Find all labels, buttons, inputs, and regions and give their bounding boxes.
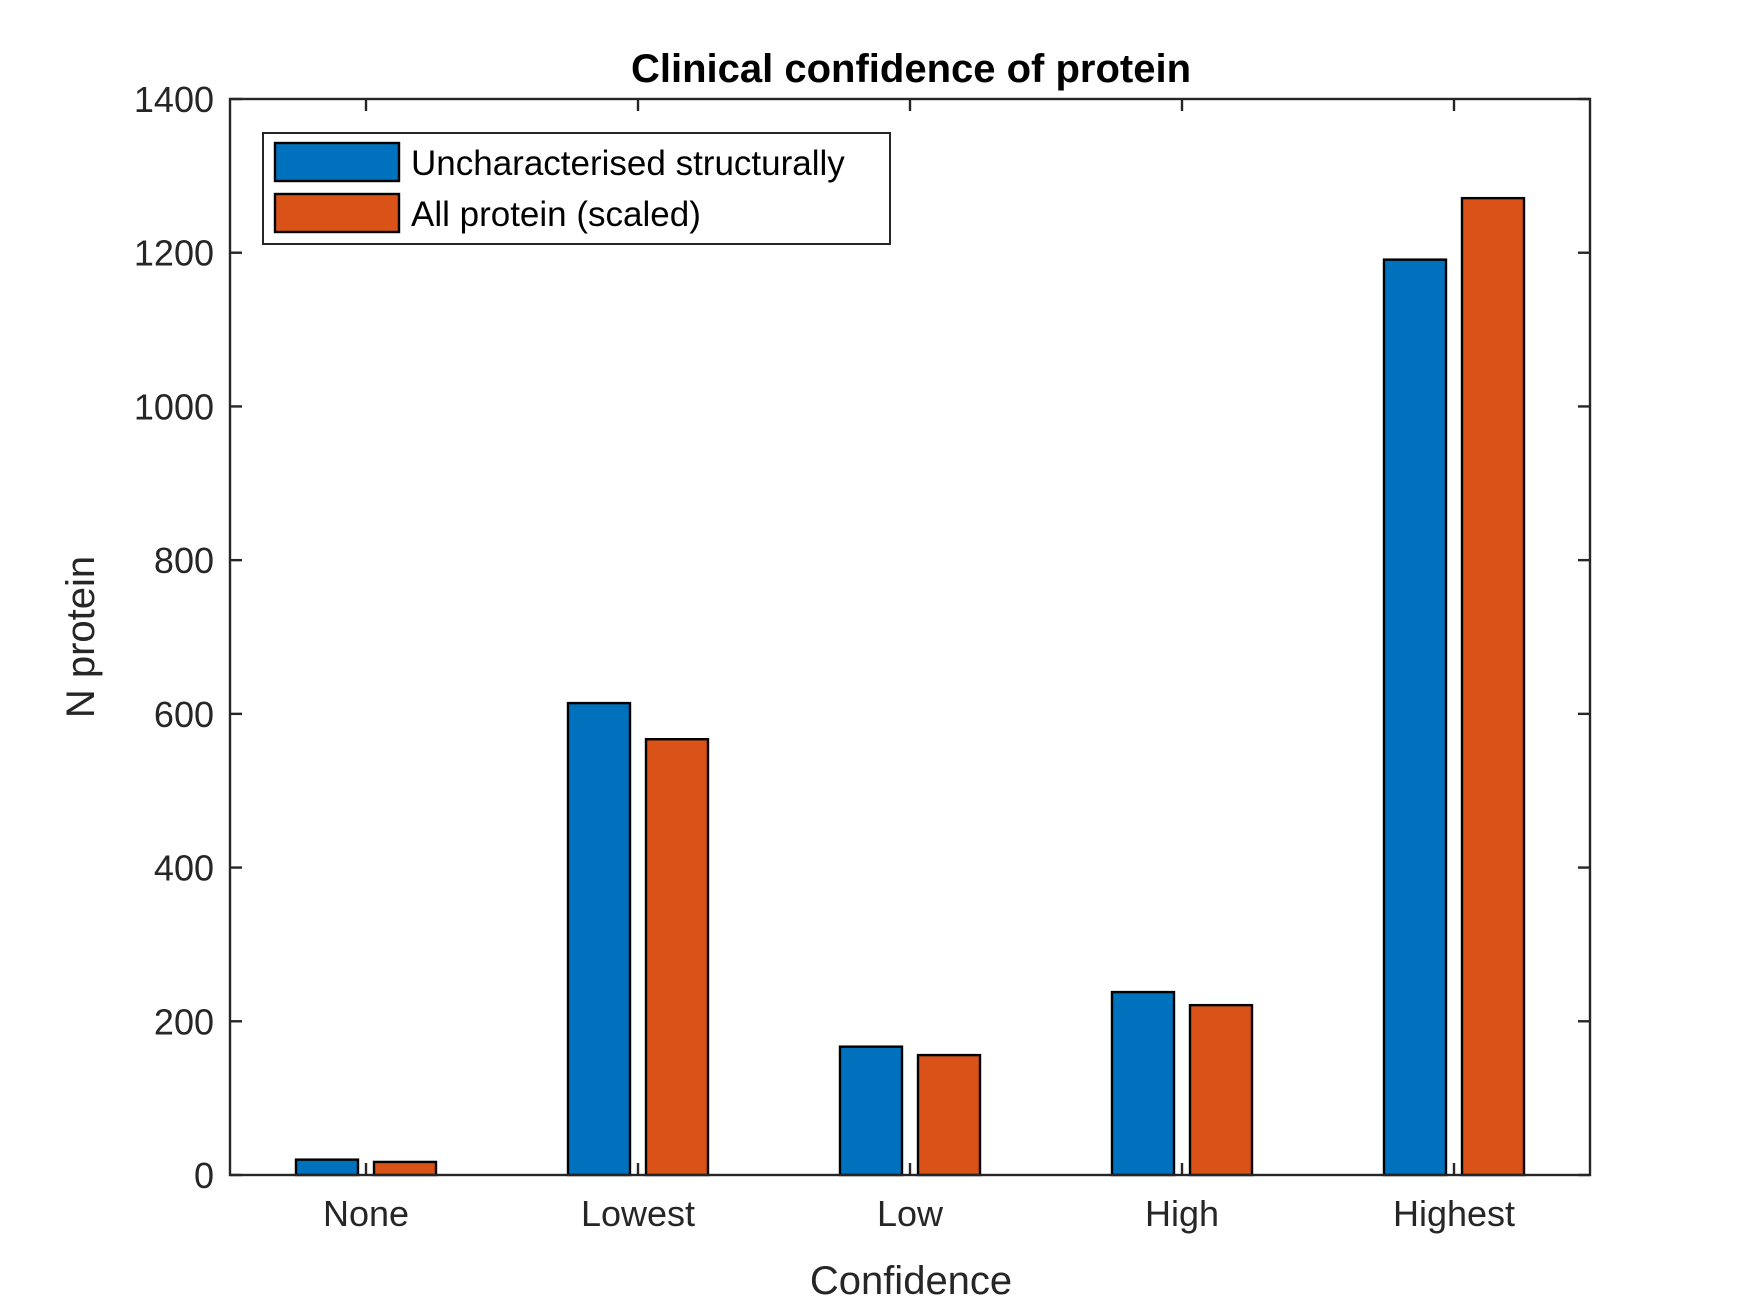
y-tick-label: 1000 bbox=[134, 386, 214, 427]
y-tick-label: 1400 bbox=[134, 79, 214, 120]
x-tick-label: Low bbox=[877, 1193, 944, 1234]
legend: Uncharacterised structurally All protein… bbox=[262, 132, 891, 245]
x-tick-label: Highest bbox=[1393, 1193, 1515, 1234]
bar-uncharacterised-lowest bbox=[566, 701, 632, 1177]
y-axis-label: N protein bbox=[59, 556, 103, 718]
y-tick-label: 0 bbox=[194, 1155, 214, 1196]
legend-swatch-all-protein bbox=[273, 192, 401, 234]
bar-all-protein-low bbox=[916, 1053, 982, 1177]
legend-swatch-uncharacterised bbox=[273, 141, 401, 183]
bar-uncharacterised-low bbox=[838, 1045, 904, 1177]
bar-all-protein-lowest bbox=[644, 738, 710, 1177]
x-axis-label: Confidence bbox=[810, 1259, 1012, 1303]
x-tick-label: High bbox=[1145, 1193, 1219, 1234]
bar-all-protein-highest bbox=[1460, 196, 1526, 1177]
y-tick-label: 800 bbox=[154, 540, 214, 581]
bar-all-protein-high bbox=[1188, 1003, 1254, 1177]
y-tick-label: 200 bbox=[154, 1001, 214, 1042]
bar-uncharacterised-high bbox=[1110, 990, 1176, 1177]
x-tick-label: None bbox=[323, 1193, 409, 1234]
bar-uncharacterised-none bbox=[294, 1158, 360, 1177]
y-tick-label: 600 bbox=[154, 694, 214, 735]
bar-uncharacterised-highest bbox=[1382, 258, 1448, 1177]
bar-all-protein-none bbox=[372, 1160, 438, 1177]
y-tick-label: 1200 bbox=[134, 233, 214, 274]
x-tick-label: Lowest bbox=[581, 1193, 695, 1234]
chart-title: Clinical confidence of protein bbox=[631, 47, 1191, 91]
legend-label-uncharacterised: Uncharacterised structurally bbox=[411, 144, 845, 183]
ticks-layer: 0 200 400 600 800 1000 1200 1400 None Lowest Low Hi… bbox=[134, 79, 1590, 1234]
legend-label-all-protein: All protein (scaled) bbox=[411, 195, 701, 234]
y-tick-label: 400 bbox=[154, 848, 214, 889]
bars-layer bbox=[294, 196, 1526, 1177]
